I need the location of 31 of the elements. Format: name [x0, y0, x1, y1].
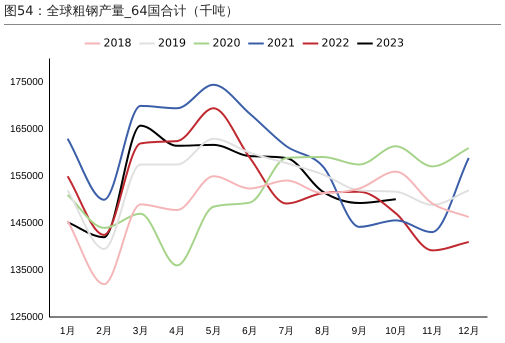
x-tick-label: 7月 [278, 326, 294, 337]
x-tick-label: 3月 [132, 326, 148, 337]
y-tick-label: 175000 [10, 77, 44, 88]
legend-label: 2018 [104, 36, 132, 50]
x-tick-label: 1月 [60, 326, 76, 337]
legend-label: 2022 [321, 36, 350, 50]
y-tick-label: 145000 [10, 218, 44, 229]
x-tick-label: 8月 [315, 326, 331, 337]
line-series [66, 145, 470, 266]
x-tick-label: 4月 [169, 326, 185, 337]
chart-title: 图54：全球粗钢产量_64国合计（千吨） [4, 2, 501, 25]
legend-label: 2020 [212, 36, 241, 50]
x-tick-label: 5月 [206, 326, 222, 337]
y-tick-label: 135000 [10, 264, 44, 276]
legend-label: 2023 [376, 36, 404, 50]
line-series [66, 84, 470, 234]
line-series [66, 124, 397, 238]
y-tick-label: 125000 [10, 312, 44, 323]
x-tick-label: 12月 [458, 326, 480, 337]
line-series [66, 107, 470, 252]
line-series [66, 138, 470, 250]
legend-label: 2021 [267, 36, 295, 50]
legend-label: 2019 [158, 36, 186, 50]
y-tick-label: 165000 [10, 124, 44, 136]
x-tick-label: 2月 [96, 326, 112, 337]
x-tick-label: 10月 [385, 326, 406, 337]
x-tick-label: 9月 [352, 326, 368, 337]
line-series [66, 170, 470, 286]
x-tick-label: 6月 [242, 326, 258, 337]
x-tick-label: 11月 [422, 326, 442, 337]
y-tick-label: 155000 [10, 171, 44, 182]
